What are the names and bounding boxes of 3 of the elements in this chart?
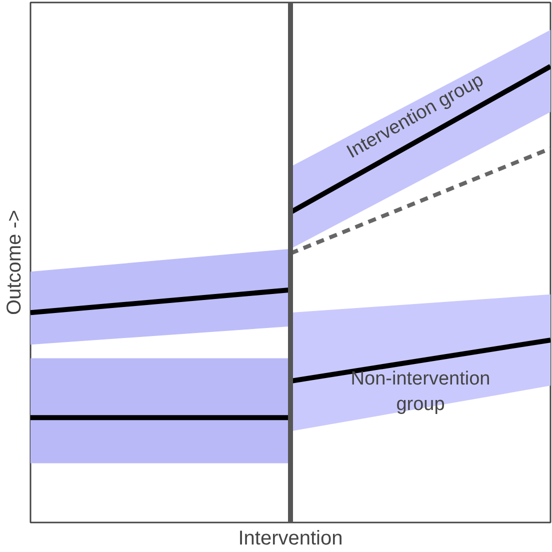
y-axis-title: Outcome -> <box>4 210 26 316</box>
series-label: Non-intervention group <box>350 368 490 415</box>
x-axis-title: Intervention <box>238 528 343 550</box>
